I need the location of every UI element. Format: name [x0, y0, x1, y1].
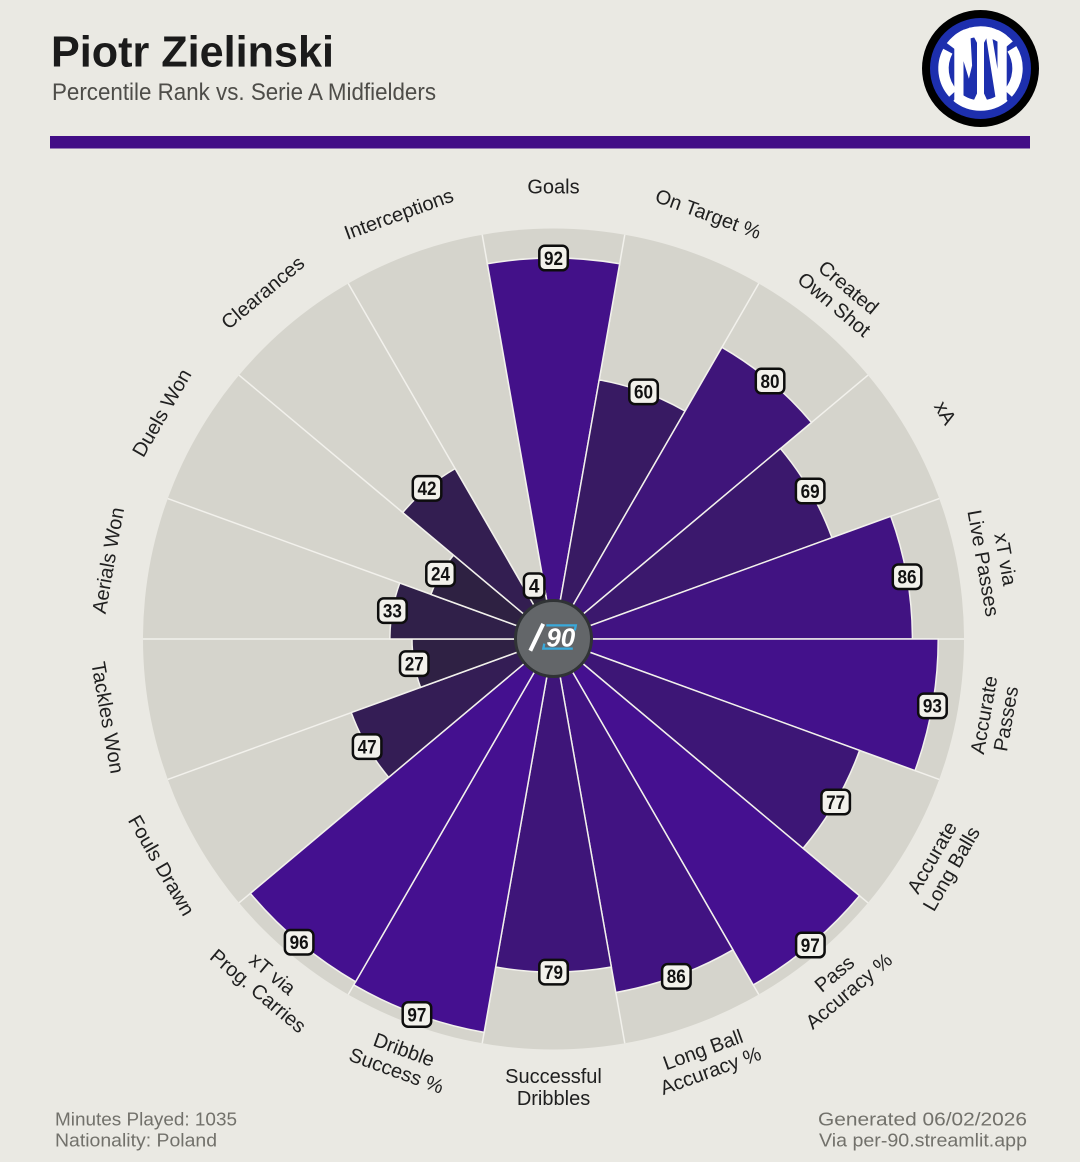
svg-text:27: 27	[405, 655, 424, 676]
svg-text:86: 86	[667, 967, 686, 988]
svg-text:Via per-90.streamlit.app: Via per-90.streamlit.app	[819, 1131, 1027, 1151]
svg-text:90: 90	[546, 623, 575, 653]
svg-text:Minutes Played: 1035: Minutes Played: 1035	[55, 1110, 237, 1130]
svg-text:79: 79	[544, 963, 563, 984]
svg-text:4: 4	[529, 577, 540, 598]
svg-text:Nationality: Poland: Nationality: Poland	[55, 1131, 217, 1151]
svg-text:92: 92	[544, 249, 563, 270]
svg-text:47: 47	[358, 738, 377, 759]
svg-text:60: 60	[634, 383, 653, 404]
svg-text:Piotr Zielinski: Piotr Zielinski	[51, 28, 334, 77]
svg-text:24: 24	[431, 565, 450, 586]
svg-text:97: 97	[801, 936, 820, 957]
svg-text:80: 80	[761, 372, 780, 393]
svg-text:AccuratePasses: AccuratePasses	[967, 674, 1024, 759]
svg-text:Goals: Goals	[527, 177, 579, 199]
svg-text:97: 97	[407, 1005, 426, 1026]
svg-text:77: 77	[826, 793, 845, 814]
svg-text:Percentile Rank vs. Serie A Mi: Percentile Rank vs. Serie A Midfielders	[52, 79, 436, 106]
svg-text:33: 33	[383, 602, 402, 623]
svg-text:Generated 06/02/2026: Generated 06/02/2026	[818, 1110, 1027, 1130]
svg-text:69: 69	[801, 482, 820, 503]
svg-text:93: 93	[923, 697, 942, 718]
svg-text:86: 86	[898, 568, 917, 589]
svg-text:42: 42	[418, 479, 437, 500]
svg-text:96: 96	[290, 933, 309, 954]
